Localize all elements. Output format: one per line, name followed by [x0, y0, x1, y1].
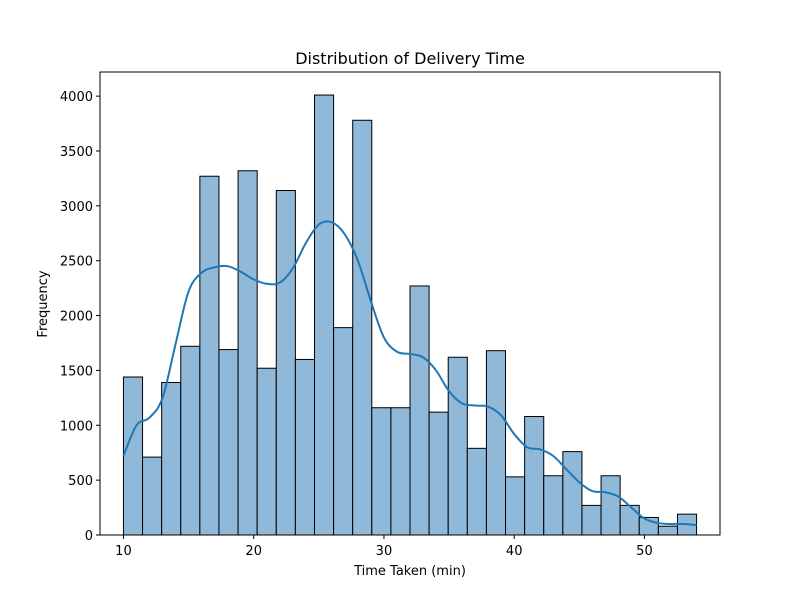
histogram-bar — [161, 381, 182, 536]
histogram-bar — [199, 175, 220, 536]
histogram-bar — [333, 327, 354, 536]
histogram-bar — [657, 525, 678, 536]
histogram-bar — [352, 119, 373, 536]
y-tick-label: 3000 — [60, 200, 93, 215]
histogram-bar — [371, 407, 392, 536]
histogram-bar — [122, 376, 144, 536]
histogram-bar — [428, 411, 449, 536]
y-tick-label: 2000 — [60, 310, 93, 325]
histogram-bar — [466, 447, 487, 536]
y-axis-label: Frequency — [36, 270, 51, 337]
histogram-bar — [390, 407, 411, 536]
histogram-bar — [447, 356, 468, 536]
axes-frame — [99, 71, 721, 536]
y-tick-label: 0 — [85, 529, 93, 544]
histogram-bar — [237, 170, 258, 536]
histogram-bar — [485, 350, 507, 536]
histogram-bar — [543, 475, 564, 536]
histogram-bar — [275, 189, 296, 536]
y-axis: 0 500 1000 1500 2000 2500 3000 3500 4000 — [60, 90, 100, 544]
chart-title: Distribution of Delivery Time — [295, 49, 525, 68]
y-tick-label: 4000 — [60, 90, 93, 105]
y-tick-label: 1000 — [60, 419, 93, 434]
y-tick-label: 1500 — [60, 364, 93, 379]
kde-curve — [122, 220, 697, 527]
x-tick-label: 30 — [376, 544, 393, 559]
histogram-bar — [581, 504, 602, 536]
histogram-bar — [562, 451, 583, 536]
x-tick-label: 20 — [245, 544, 262, 559]
bars-group — [122, 94, 698, 536]
x-tick-label: 10 — [115, 544, 132, 559]
x-tick-label: 40 — [506, 544, 523, 559]
x-axis: 10 20 30 40 50 — [115, 535, 653, 559]
y-tick-label: 3500 — [60, 145, 93, 160]
histogram-bar — [505, 476, 526, 536]
histogram-bar — [524, 416, 545, 536]
histogram-bar — [294, 358, 315, 536]
x-axis-label: Time Taken (min) — [353, 564, 466, 579]
x-tick-label: 50 — [636, 544, 653, 559]
histogram-bar — [256, 367, 277, 536]
y-tick-label: 500 — [68, 474, 93, 489]
histogram-bar — [600, 475, 621, 536]
histogram-bar — [313, 94, 335, 536]
y-tick-label: 2500 — [60, 255, 93, 270]
histogram-bar — [142, 456, 163, 536]
histogram-bar — [409, 285, 430, 536]
histogram-bar — [180, 345, 201, 536]
histogram-bar — [619, 504, 640, 536]
histogram-bar — [218, 349, 239, 536]
plot-area — [99, 71, 721, 536]
